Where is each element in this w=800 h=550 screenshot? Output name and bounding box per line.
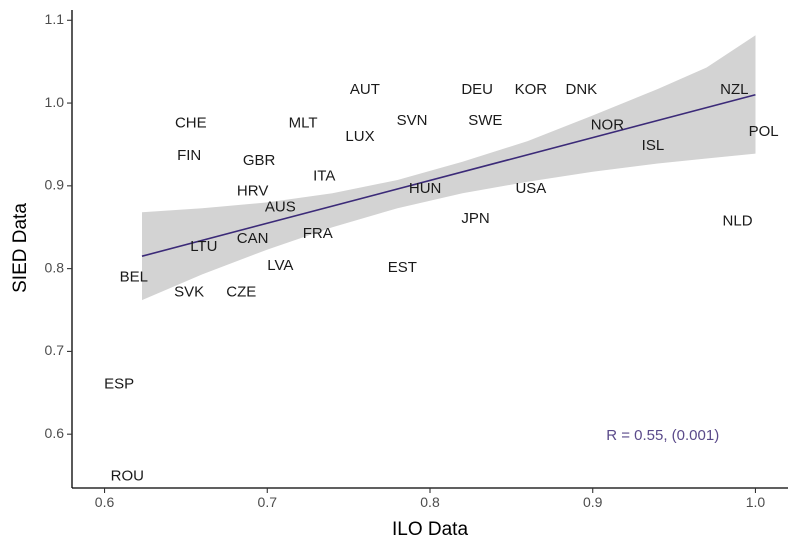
point-label-usa: USA	[515, 180, 546, 197]
point-label-che: CHE	[175, 115, 207, 132]
point-label-rou: ROU	[111, 467, 144, 484]
point-label-hrv: HRV	[237, 183, 268, 200]
point-label-ita: ITA	[313, 168, 335, 185]
point-label-gbr: GBR	[243, 152, 276, 169]
confidence-band	[142, 35, 756, 301]
point-label-nld: NLD	[723, 212, 753, 229]
x-tick-label: 0.8	[420, 494, 440, 510]
point-label-est: EST	[388, 259, 417, 276]
point-label-pol: POL	[749, 123, 779, 140]
point-label-deu: DEU	[461, 81, 493, 98]
confidence-band-layer	[142, 35, 756, 301]
x-tick-label: 1.0	[746, 494, 766, 510]
correlation-annotation: R = 0.55, (0.001)	[606, 427, 719, 444]
point-label-svk: SVK	[174, 284, 204, 301]
point-labels-layer: AUT DEU KOR DNK NZL CHE MLT SVN SWE NOR POL LUX ISL F…	[104, 81, 778, 485]
point-label-bel: BEL	[120, 269, 148, 286]
point-label-nor: NOR	[591, 116, 625, 133]
point-label-nzl: NZL	[720, 81, 748, 98]
point-label-aut: AUT	[350, 81, 380, 98]
point-label-cze: CZE	[226, 284, 256, 301]
point-label-ltu: LTU	[190, 238, 217, 255]
point-label-dnk: DNK	[566, 81, 598, 98]
x-tick-label: 0.7	[258, 494, 278, 510]
point-label-isl: ISL	[642, 137, 665, 154]
x-tick-label: 0.6	[95, 494, 115, 510]
point-label-swe: SWE	[468, 112, 502, 129]
point-label-svn: SVN	[397, 112, 428, 129]
point-label-fra: FRA	[303, 225, 333, 242]
point-label-lux: LUX	[345, 128, 374, 145]
point-label-fin: FIN	[177, 147, 201, 164]
point-label-mlt: MLT	[289, 115, 318, 132]
axes-layer: 0.6 0.7 0.8 0.9 1.0 0.6 0.7 0.8 0.9 1.0 1.1	[45, 10, 788, 510]
y-axis-title: SIED Data	[10, 203, 31, 293]
point-label-kor: KOR	[515, 81, 548, 98]
y-tick-label: 0.7	[45, 342, 65, 358]
point-label-jpn: JPN	[461, 210, 489, 227]
x-axis-title: ILO Data	[392, 519, 468, 540]
y-tick-label: 1.1	[45, 11, 65, 27]
fit-line-layer	[141, 94, 756, 257]
point-label-aus: AUS	[265, 198, 296, 215]
point-label-lva: LVA	[267, 257, 293, 274]
y-tick-label: 0.9	[45, 177, 65, 193]
y-tick-label: 1.0	[45, 94, 65, 110]
regression-line	[141, 94, 756, 257]
point-label-can: CAN	[237, 230, 269, 247]
y-tick-label: 0.8	[45, 259, 65, 275]
x-tick-label: 0.9	[583, 494, 603, 510]
y-tick-label: 0.6	[45, 425, 65, 441]
point-label-esp: ESP	[104, 375, 134, 392]
point-label-hun: HUN	[409, 180, 442, 197]
